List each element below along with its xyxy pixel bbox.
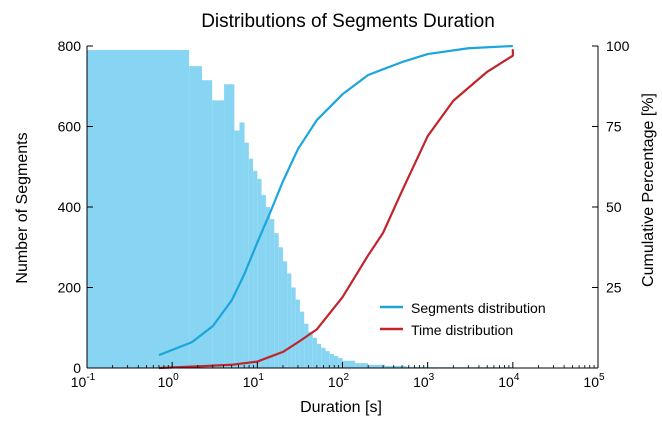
y-right-tick-label-3: 100 [606, 38, 630, 54]
histogram-bar-32 [355, 363, 368, 368]
histogram-bar-18 [287, 273, 291, 368]
histogram-bar-10 [253, 171, 257, 368]
y-axis-left-label: Number of Segments [14, 132, 31, 283]
histogram-bar-23 [308, 332, 312, 368]
y-left-tick-label-0: 0 [73, 360, 81, 376]
histogram-bar-6 [234, 131, 239, 368]
y-axis-right-label: Cumulative Percentage [%] [640, 93, 657, 287]
y-left-tick-label-3: 600 [58, 119, 82, 135]
legend: Segments distribution Time distribution [380, 300, 546, 338]
histogram-bars [87, 50, 598, 368]
y-right-tick-label-2: 75 [606, 119, 622, 135]
x-tick-label-2: 101 [243, 372, 265, 390]
y-right-tick-label-1: 50 [606, 199, 622, 215]
histogram-bar-7 [239, 122, 244, 368]
histogram-bar-13 [266, 207, 270, 368]
x-tick-label-1: 100 [158, 372, 180, 390]
histogram-bar-5 [224, 84, 234, 368]
legend-label-time: Time distribution [411, 322, 513, 338]
histogram-bar-2 [202, 80, 212, 368]
y-left-tick-label-2: 400 [58, 199, 82, 215]
histogram-bar-25 [317, 344, 321, 368]
histogram-bar-28 [330, 354, 334, 368]
histogram-bar-20 [296, 300, 300, 368]
x-tick-label-6: 105 [583, 372, 605, 390]
histogram-bar-11 [257, 179, 261, 368]
histogram-bar-8 [245, 143, 249, 368]
histogram-bar-3 [212, 100, 219, 368]
histogram-bar-12 [262, 195, 266, 368]
y-right-tick-label-0: 25 [606, 280, 622, 296]
histogram-bar-22 [304, 324, 308, 368]
histogram-bar-24 [313, 338, 317, 368]
histogram-bar-1 [189, 66, 202, 368]
histogram-bar-19 [291, 288, 295, 369]
histogram-bar-31 [343, 361, 356, 368]
histogram-bar-16 [279, 247, 283, 368]
x-tick-label-5: 104 [498, 372, 520, 390]
legend-label-segments: Segments distribution [411, 300, 546, 316]
histogram-bar-0 [87, 50, 189, 368]
chart-title: Distributions of Segments Duration [201, 11, 495, 32]
x-tick-label-4: 103 [413, 372, 435, 390]
histogram-bar-4 [219, 100, 224, 368]
histogram-bar-15 [274, 233, 278, 368]
histogram-bar-14 [270, 219, 274, 368]
x-axis-label: Duration [s] [300, 399, 382, 416]
y-left-tick-label-1: 200 [58, 280, 82, 296]
x-tick-label-3: 102 [328, 372, 350, 390]
y-left-tick-label-4: 800 [58, 38, 82, 54]
histogram-bar-26 [321, 348, 325, 368]
